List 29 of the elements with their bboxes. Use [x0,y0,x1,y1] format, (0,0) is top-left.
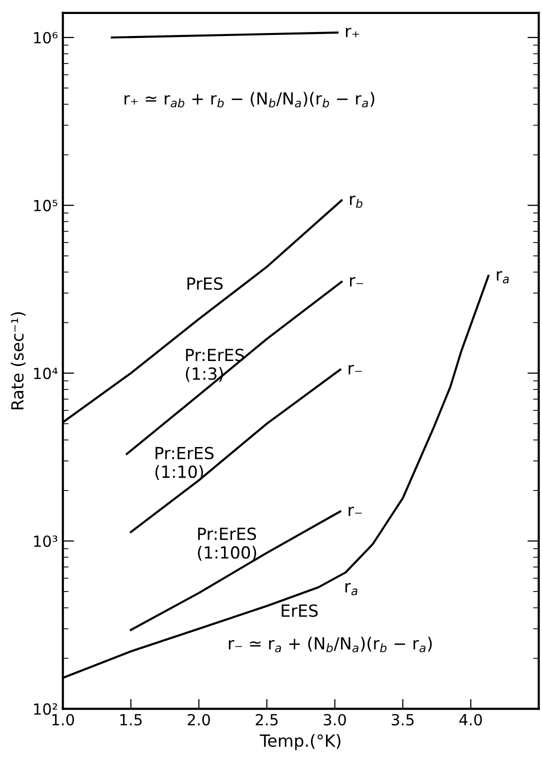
y-tick-label: 10⁴ [34,368,58,380]
y-tick-label: 10⁶ [34,32,58,44]
x-axis-title: Temp.(°K) [260,734,340,750]
text: r₋ ≃ r$_{a}$ + (N$_{b}$/N$_{a}$)(r$_{b}$ − r$_{a}$) [228,636,432,652]
y-tick-label: 10³ [34,535,58,548]
series-label: r₊ [346,28,359,38]
x-tick-label: 1.0 [52,714,74,726]
text: r₊ ≃ r$_{ab}$ + r$_{b}$ − (N$_{b}$/N$_{a}$)(r$_{b}$ − r$_{a}$) [124,92,374,108]
y-tick-label: 10⁵ [34,200,58,212]
annotation: ErES [282,604,318,617]
annotation: r$_{a}$ [345,583,358,596]
x-tick-label: 2.5 [256,714,278,726]
x-tick-label: 2.0 [188,714,210,726]
legend-label: r$_{a}$ [496,271,509,284]
annotation: Pr:ErES (1:100) [198,528,256,561]
annotation: PrES [187,277,223,290]
annotation: Pr:ErES (1:3) [186,348,244,382]
series-label: r₋ [348,506,362,516]
series-label: r₋ [348,364,362,374]
x-tick-label: 4.0 [459,714,482,726]
x-tick-label: 3.5 [392,714,414,726]
x-tick-label: 1.5 [120,714,142,726]
series-label: r₋ [350,277,364,286]
x-tick-label: 3.0 [324,714,346,726]
y-tick-label: 10² [34,703,58,715]
y-axis-title: Rate (sec⁻¹) [10,312,26,410]
annotation: Pr:ErES (1:10) [155,446,214,480]
series-label: r$_{b}$ [350,196,362,208]
line-series [130,510,342,632]
